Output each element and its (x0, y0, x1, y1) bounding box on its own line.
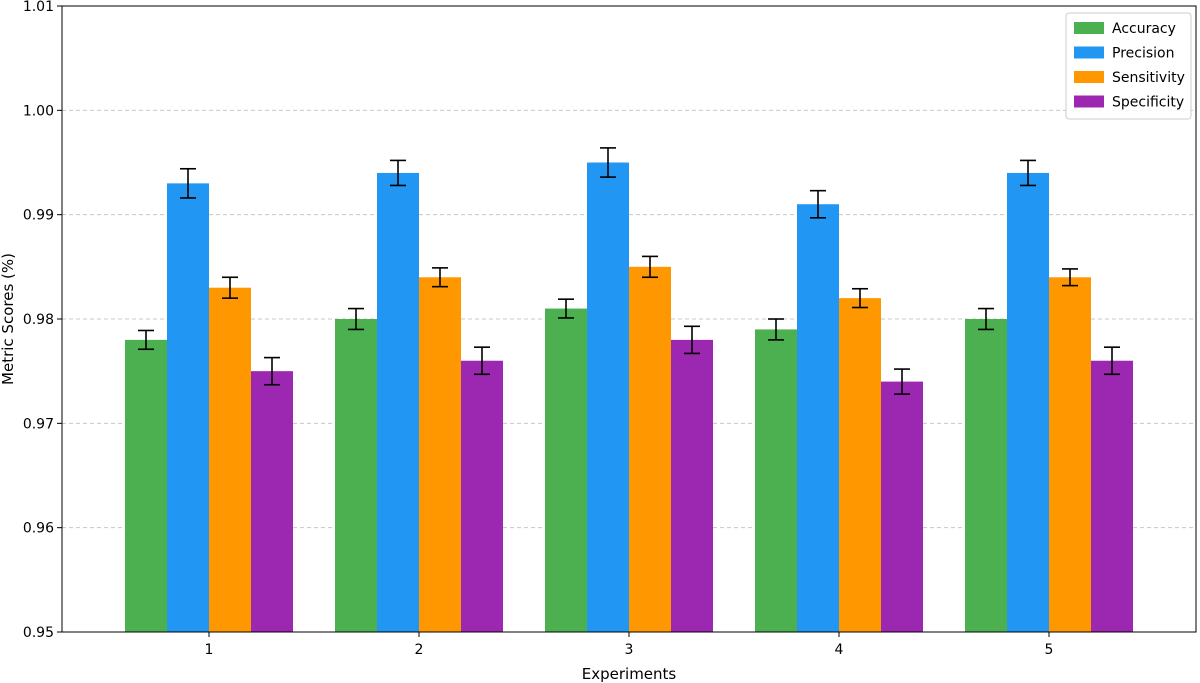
y-axis-label: Metric Scores (%) (0, 253, 17, 385)
legend-swatch-specificity (1074, 95, 1104, 108)
bar-precision (1007, 172, 1049, 632)
x-tick-label: 2 (415, 642, 424, 658)
legend-swatch-accuracy (1074, 22, 1104, 34)
bar-precision (797, 204, 839, 632)
bar-sensitivity (1049, 277, 1091, 632)
bar-accuracy (545, 308, 587, 632)
bar-precision (167, 183, 209, 632)
legend-label-sensitivity: Sensitivity (1112, 70, 1185, 86)
bar-specificity (1091, 360, 1133, 632)
legend-box (1065, 12, 1192, 120)
legend-swatch-sensitivity (1074, 71, 1104, 83)
bar-sensitivity (419, 277, 461, 632)
x-tick-label: 3 (625, 642, 634, 658)
bar-precision (587, 162, 629, 632)
x-tick-label: 5 (1045, 642, 1054, 658)
legend-label-precision: Precision (1112, 46, 1174, 62)
y-tick-label: 0.98 (23, 312, 54, 328)
bar-accuracy (965, 319, 1007, 632)
y-tick-label: 0.99 (23, 208, 54, 224)
bars (125, 162, 1133, 632)
y-axis-ticks: 0.95 0.96 0.97 0.98 0.99 1.00 1.01 (23, 0, 62, 641)
legend-label-specificity: Specificity (1112, 95, 1184, 111)
bar-accuracy (755, 329, 797, 632)
bar-sensitivity (629, 266, 671, 632)
y-tick-label: 0.95 (23, 625, 54, 641)
y-tick-label: 1.01 (23, 0, 54, 15)
x-tick-label: 4 (835, 642, 844, 658)
bar-specificity (251, 371, 293, 632)
x-axis-label: Experiments (582, 665, 677, 683)
bar-accuracy (335, 319, 377, 632)
bar-specificity (881, 381, 923, 632)
bar-sensitivity (209, 287, 251, 632)
bar-accuracy (125, 339, 167, 632)
bar-sensitivity (839, 298, 881, 632)
legend-swatch-precision (1074, 46, 1104, 59)
y-tick-label: 0.96 (23, 521, 54, 537)
bar-precision (377, 172, 419, 632)
x-tick-label: 1 (205, 642, 214, 658)
y-tick-label: 0.97 (23, 416, 54, 432)
bar-specificity (671, 339, 713, 632)
legend-label-accuracy: Accuracy (1112, 21, 1176, 37)
error-bars (138, 147, 1120, 395)
y-tick-label: 1.00 (23, 103, 54, 119)
bar-specificity (461, 360, 503, 632)
legend: Accuracy Precision Sensitivity Specificity (1065, 12, 1192, 120)
x-axis-ticks: 1 2 3 4 5 (205, 632, 1054, 658)
